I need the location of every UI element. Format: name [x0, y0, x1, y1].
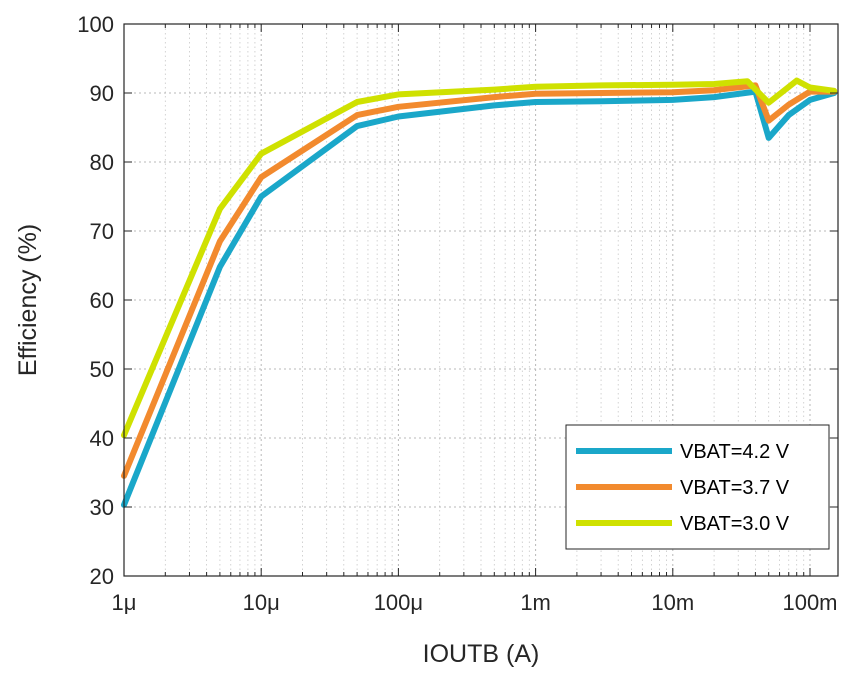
y-tick-label: 80: [90, 150, 114, 175]
y-tick-label: 50: [90, 357, 114, 382]
legend-label-1: VBAT=4.2 V: [680, 441, 790, 463]
x-tick-label: 100μ: [374, 590, 423, 615]
y-tick-label: 100: [77, 12, 114, 37]
x-tick-labels: 1μ 10μ 100μ 1m 10m 100m: [112, 590, 838, 615]
y-axis-label: Efficiency (%): [14, 224, 42, 376]
y-tick-labels: 20 30 40 50 60 70 80 90 100: [77, 12, 114, 589]
y-tick-label: 90: [90, 81, 114, 106]
x-tick-label: 1μ: [112, 590, 137, 615]
y-tick-label: 60: [90, 288, 114, 313]
x-tick-label: 10μ: [243, 590, 280, 615]
y-tick-label: 70: [90, 219, 114, 244]
series-line-1: [121, 88, 838, 508]
x-axis-label: IOUTB (A): [423, 640, 540, 668]
legend: VBAT=4.2 V VBAT=3.7 V VBAT=3.0 V: [565, 424, 830, 550]
series-line-2: [121, 82, 838, 479]
x-tick-label: 100m: [782, 590, 837, 615]
legend-label-3: VBAT=3.0 V: [680, 513, 790, 535]
series-line-3: [121, 77, 838, 439]
ticks: [123, 23, 838, 577]
y-tick-label: 40: [90, 426, 114, 451]
series-lines: [121, 77, 838, 508]
x-tick-label: 1m: [520, 590, 551, 615]
legend-label-2: VBAT=3.7 V: [680, 477, 790, 499]
x-tick-label: 10m: [651, 590, 694, 615]
y-tick-label: 30: [90, 495, 114, 520]
y-tick-label: 20: [90, 564, 114, 589]
